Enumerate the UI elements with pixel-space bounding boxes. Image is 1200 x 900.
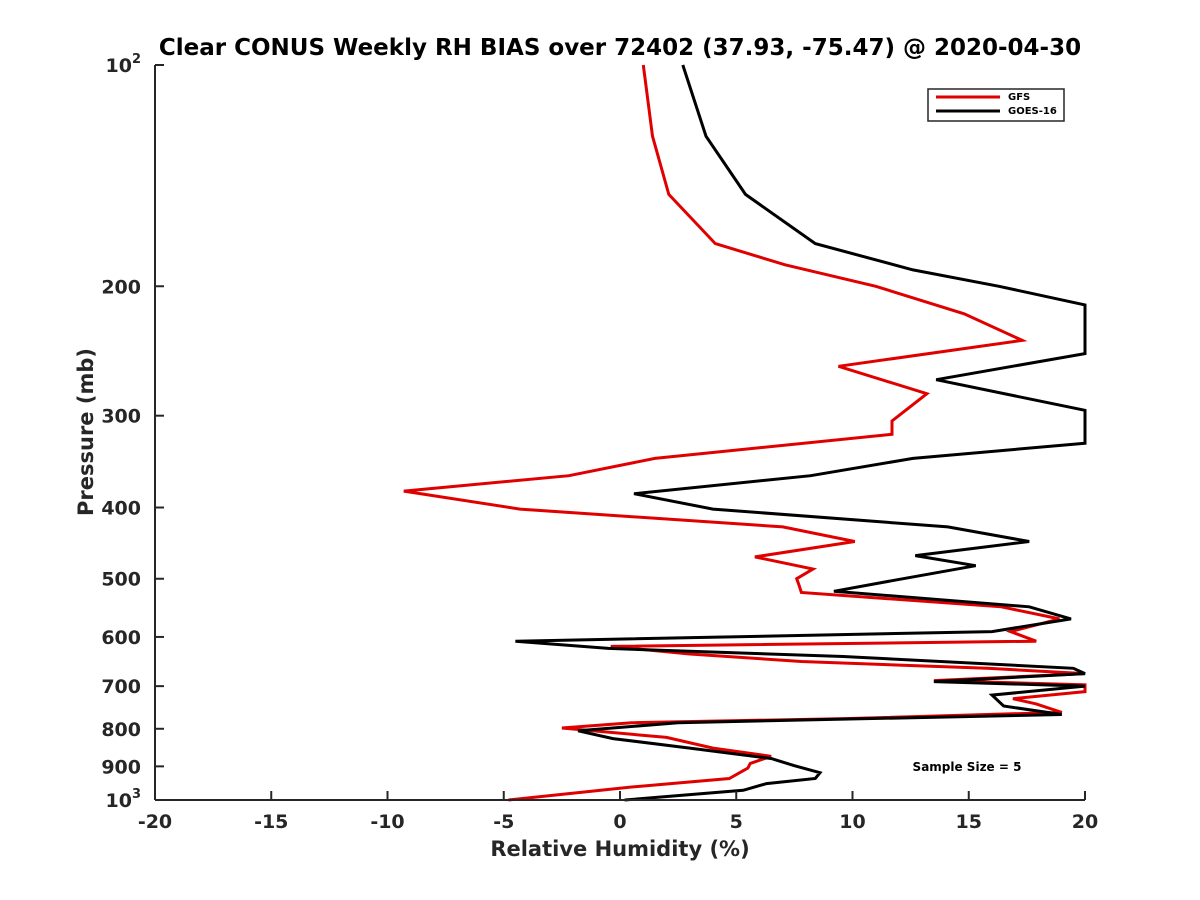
x-tick-label: -10 [370, 811, 404, 833]
plot-area [154, 64, 1087, 802]
x-tick-label: -20 [138, 811, 172, 833]
legend: GFS GOES-16 [927, 88, 1065, 122]
y-tick-label: 800 [101, 719, 141, 741]
x-axis-label: Relative Humidity (%) [490, 837, 749, 861]
x-tick-label: 5 [730, 811, 743, 833]
sample-size-annotation: Sample Size = 5 [913, 760, 1022, 774]
y-axis-ticks: 102 200 300 400 500 600 700 800 900 103 [101, 52, 164, 812]
x-tick-label: 10 [839, 811, 865, 833]
x-axis-ticks: -20 -15 -10 -5 0 5 10 15 20 [138, 791, 1098, 833]
y-tick-label: 600 [101, 627, 141, 649]
series-line-goes16 [515, 64, 1087, 802]
y-tick-label: 700 [101, 676, 141, 698]
x-tick-label: 0 [613, 811, 626, 833]
y-tick-label: 200 [101, 276, 141, 298]
y-axis-label: Pressure (mb) [74, 348, 98, 516]
legend-label-gfs: GFS [1008, 92, 1030, 103]
y-tick-label: 500 [101, 569, 141, 591]
series-line-gfs [403, 64, 1087, 802]
series-layer [403, 64, 1087, 802]
y-tick-label: 102 [106, 52, 142, 77]
y-tick-label: 900 [101, 756, 141, 778]
chart-title: Clear CONUS Weekly RH BIAS over 72402 (3… [159, 35, 1081, 61]
legend-box [927, 88, 1065, 122]
x-tick-label: 15 [956, 811, 982, 833]
y-tick-label: 103 [106, 787, 142, 812]
y-tick-label: 400 [101, 498, 141, 520]
x-tick-label: 20 [1072, 811, 1098, 833]
x-tick-label: -15 [254, 811, 288, 833]
y-tick-label: 300 [101, 406, 141, 428]
legend-label-goes16: GOES-16 [1008, 106, 1057, 117]
x-tick-label: -5 [493, 811, 514, 833]
plot-background [155, 65, 1085, 800]
